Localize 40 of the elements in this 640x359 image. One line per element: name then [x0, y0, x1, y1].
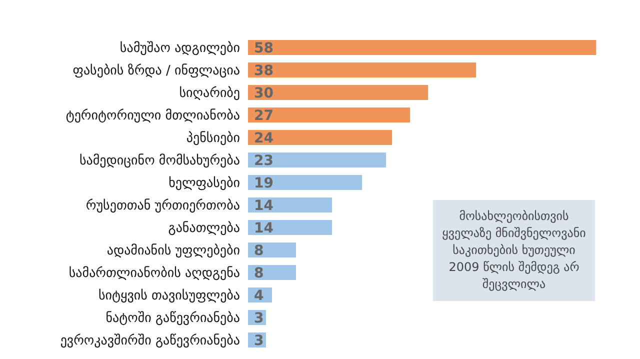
data-label: 14	[254, 198, 274, 214]
bar	[248, 265, 296, 280]
bar	[248, 108, 410, 122]
bar	[248, 220, 332, 235]
data-label: 27	[254, 108, 274, 124]
bar	[248, 175, 362, 190]
data-label: 58	[254, 40, 274, 56]
y-tick-label: სიღარიბე	[179, 86, 240, 101]
bar	[248, 62, 476, 78]
y-tick-label: ევროკავშირში გაწევრიანება	[60, 333, 240, 348]
data-label: 8	[254, 265, 264, 282]
bar	[248, 242, 296, 258]
y-tick-label: ნატოში გაწევრიანება	[106, 310, 240, 326]
y-tick-label: სამედიცინო მომსახურება	[79, 153, 240, 168]
y-tick-label: ფასების ზრდა / ინფლაცია	[72, 63, 240, 78]
data-label: 3	[254, 332, 264, 349]
y-tick-label: განათლება	[168, 220, 240, 236]
bar	[248, 85, 428, 100]
data-label: 14	[254, 220, 274, 236]
data-label: 38	[254, 62, 274, 79]
data-label: 19	[254, 175, 274, 192]
y-tick-label: ხელფასები	[168, 176, 240, 191]
data-label: 23	[254, 152, 274, 169]
data-label: 24	[254, 130, 274, 146]
data-label: 8	[254, 242, 264, 259]
y-tick-label: ადამიანის უფლებები	[106, 243, 240, 258]
bar	[248, 130, 392, 145]
y-tick-label: სიტყვის თავისუფლება	[98, 288, 240, 304]
data-label: 4	[254, 288, 264, 304]
bar	[248, 198, 332, 212]
data-label: 30	[254, 85, 274, 102]
y-tick-label: სამუშაო ადგილები	[120, 40, 240, 56]
y-tick-label: სამართლიანობის აღდგენა	[68, 266, 240, 281]
y-tick-label: ტერიტორიული მთლიანობა	[66, 108, 240, 124]
y-tick-label: რუსეთთან ურთიერთობა	[86, 198, 240, 214]
annotation: მოსახლეობისთვის ყველაზე მნიშვნელოვანი საკითხების ხუთეული 2009 წლის შემდეგ არ შეცვლილა	[433, 200, 595, 301]
bar	[248, 40, 596, 55]
y-tick-label: პენსიები	[186, 130, 240, 146]
data-label: 3	[254, 310, 264, 326]
bar	[248, 152, 386, 168]
